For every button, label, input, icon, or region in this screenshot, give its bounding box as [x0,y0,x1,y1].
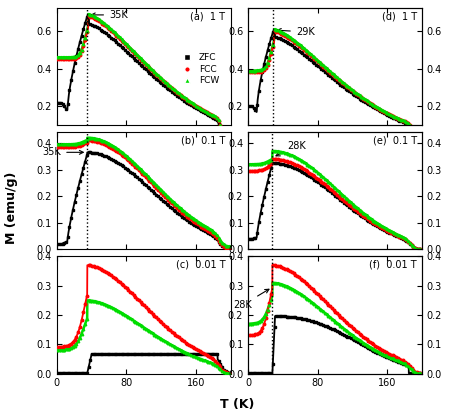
Text: 28K: 28K [276,141,306,156]
Text: 35K: 35K [43,147,83,157]
Text: (c)  0.01 T: (c) 0.01 T [176,260,226,270]
Text: (a)  1 T: (a) 1 T [191,12,226,22]
Text: (d)  1 T: (d) 1 T [382,12,417,22]
Text: 29K: 29K [277,27,315,37]
Text: (f)  0.01 T: (f) 0.01 T [369,260,417,270]
Text: (e)  0.1 T: (e) 0.1 T [373,136,417,146]
Text: M (emu/g): M (emu/g) [5,171,18,244]
Text: T (K): T (K) [220,398,254,411]
Text: 35K: 35K [91,10,128,20]
Legend: ZFC, FCC, FCW: ZFC, FCC, FCW [174,49,223,89]
Text: (b)  0.1 T: (b) 0.1 T [181,136,226,146]
Text: 28K: 28K [234,289,269,310]
